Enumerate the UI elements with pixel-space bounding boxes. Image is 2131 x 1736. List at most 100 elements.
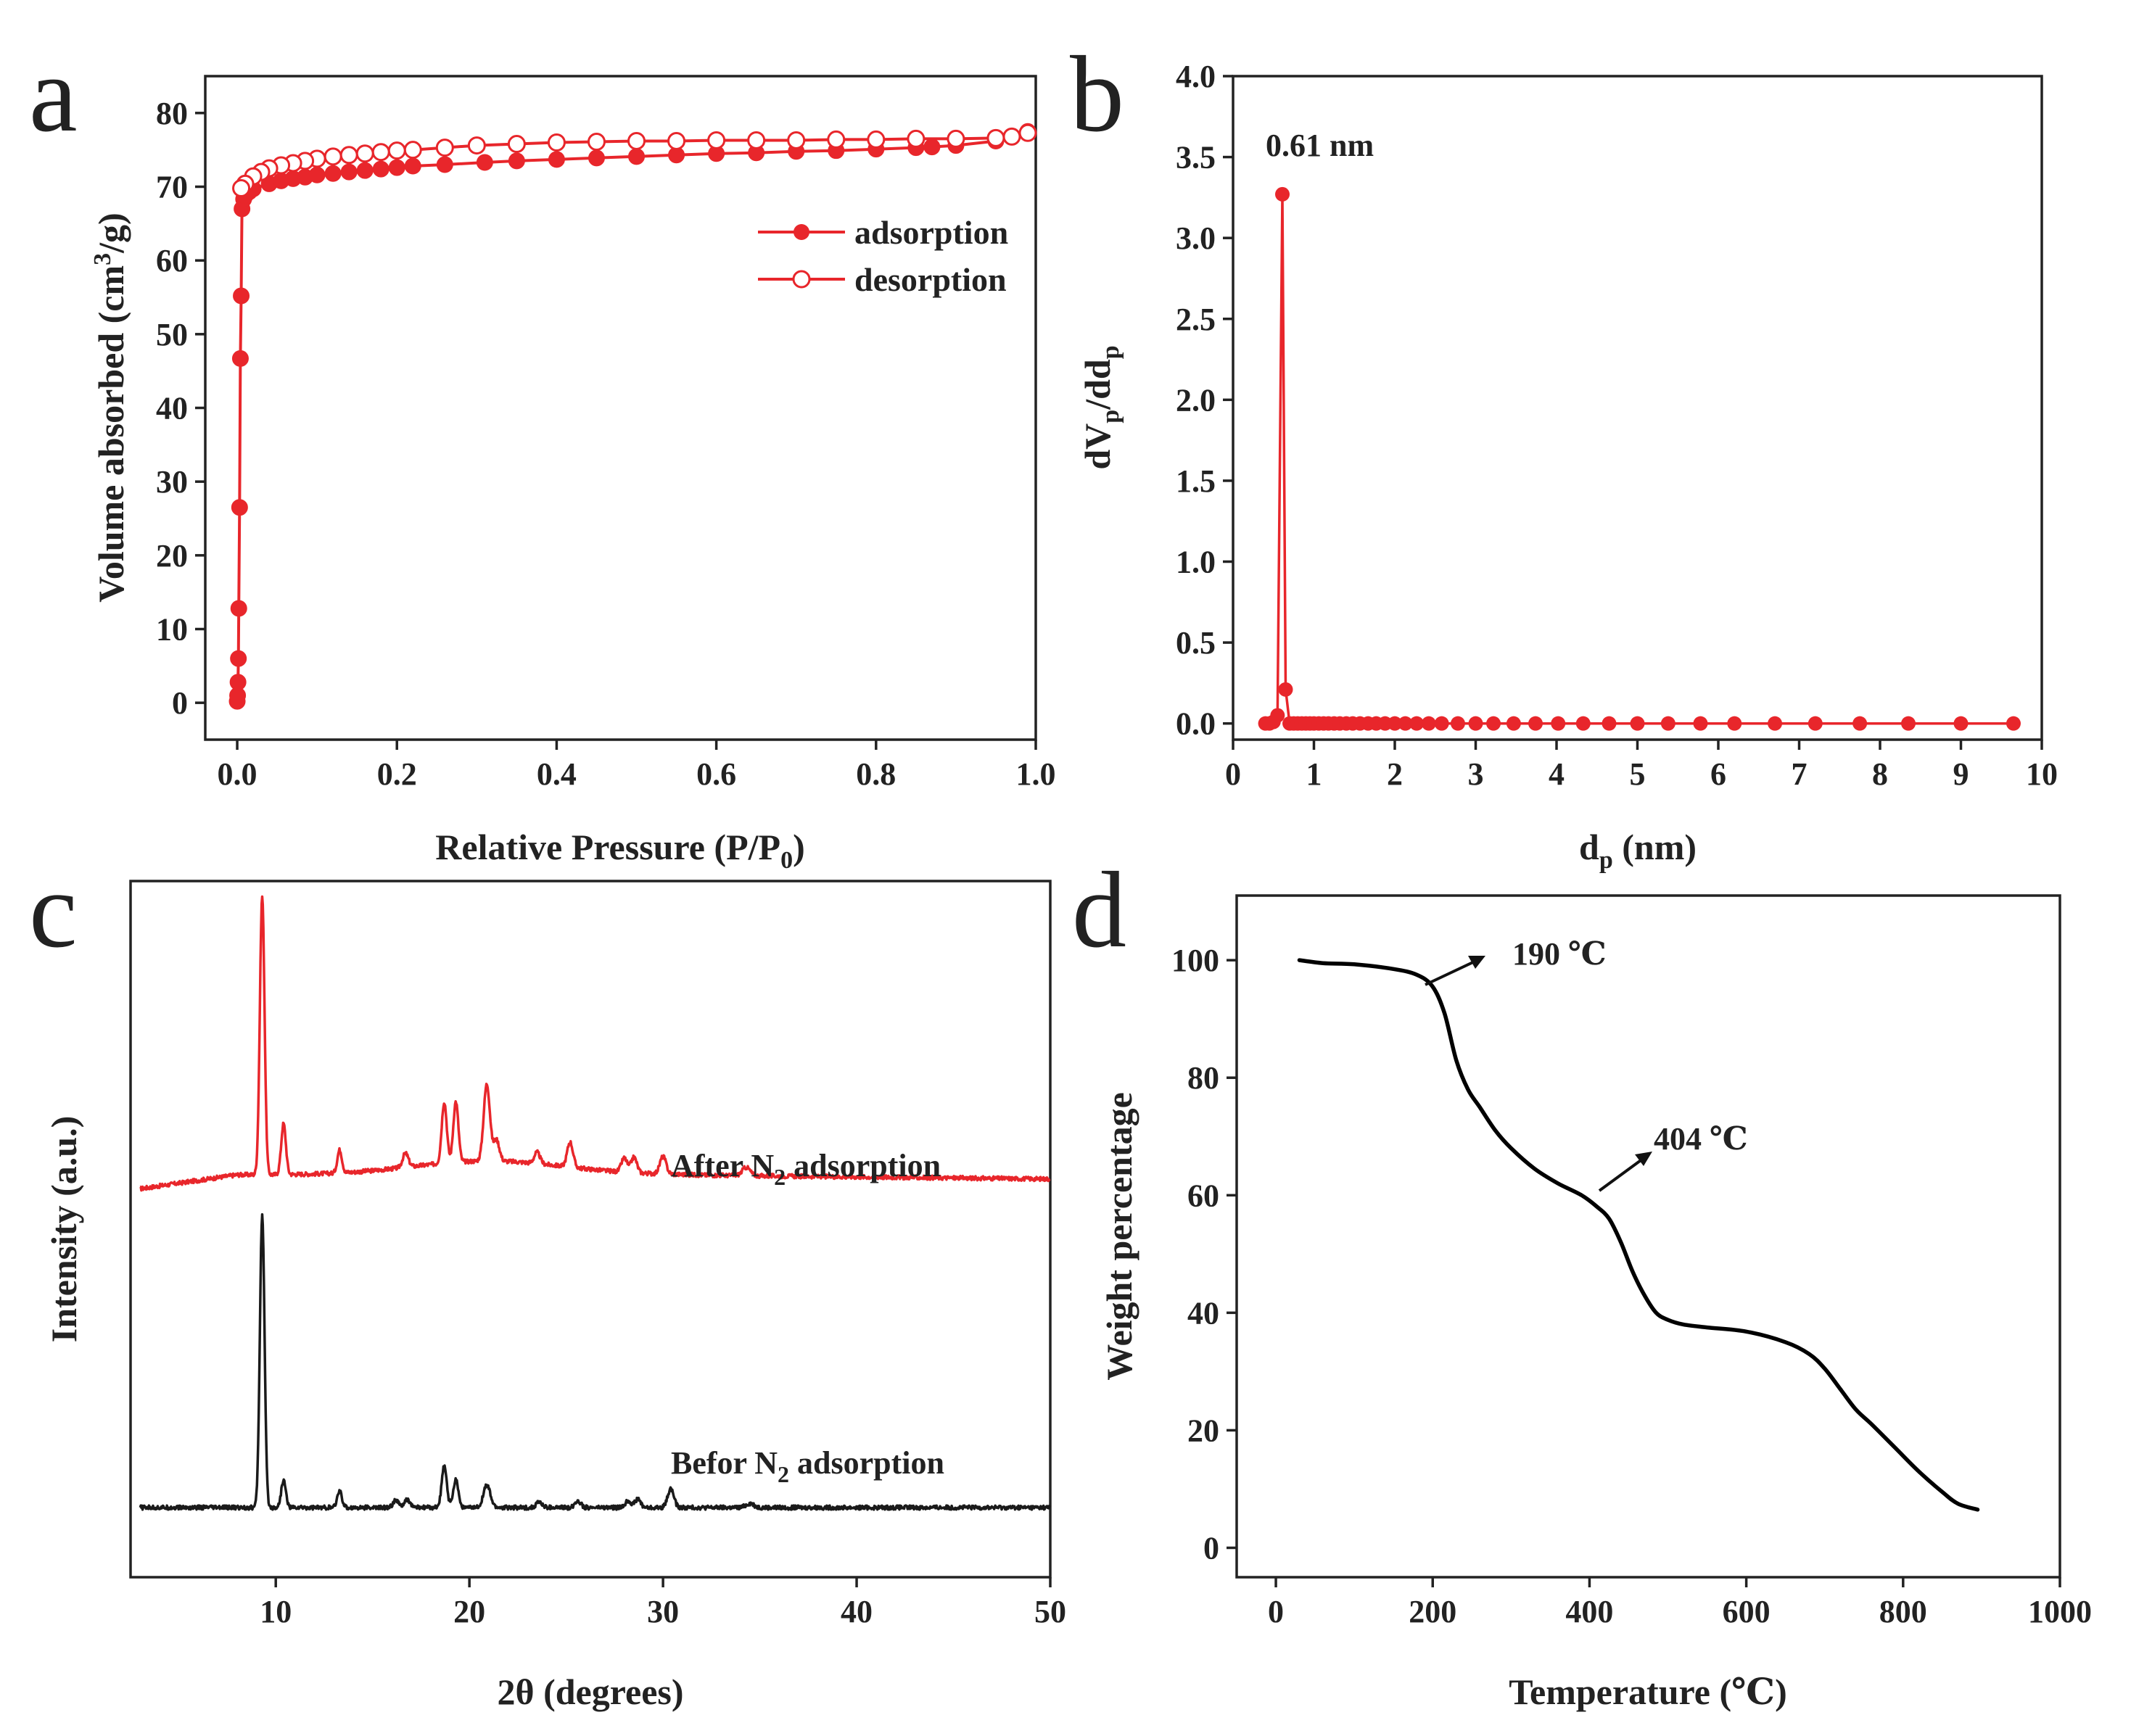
x-axis-label-a: Relative Pressure (P/P0) <box>435 827 804 874</box>
x-tick-label: 4 <box>1549 756 1565 792</box>
data-point-psd <box>1602 716 1617 731</box>
xrd-line-after <box>139 895 1051 1192</box>
x-tick-label: 40 <box>841 1594 873 1629</box>
data-point-desorption <box>587 132 606 151</box>
x-tick-label: 600 <box>1723 1594 1771 1629</box>
data-point-desorption <box>1018 123 1037 142</box>
data-point-desorption <box>355 144 374 163</box>
x-tick-label: 3 <box>1468 756 1484 792</box>
x-tick-label: 0 <box>1268 1594 1284 1629</box>
y-tick-label: 70 <box>156 170 188 205</box>
data-point-desorption <box>707 131 726 149</box>
data-point-adsorption <box>308 166 326 183</box>
data-point-desorption <box>435 139 454 157</box>
arrow-head-404 <box>1635 1152 1652 1166</box>
y-tick-label: 80 <box>1187 1060 1219 1096</box>
arrow-404 <box>1598 1157 1644 1192</box>
x-tick-label: 800 <box>1879 1594 1927 1629</box>
panel-c: c 10 20 30 40 50 After N2 adsorption Befor N… <box>29 850 1066 1712</box>
series-group-c <box>139 895 1052 1511</box>
x-tick-label: 6 <box>1710 756 1726 792</box>
y-tick-label: 0.5 <box>1176 625 1216 661</box>
plot-area-c <box>129 880 1052 1579</box>
y-tick-label: 80 <box>156 96 188 131</box>
x-tick-label: 0.6 <box>696 756 736 792</box>
data-point-psd <box>1808 716 1823 731</box>
data-point-desorption <box>827 130 846 149</box>
data-point-psd <box>1468 716 1483 731</box>
y-tick-label: 100 <box>1171 943 1219 978</box>
data-point-adsorption <box>340 163 358 181</box>
data-point-psd <box>1693 716 1708 731</box>
data-point-psd <box>1901 716 1916 731</box>
series-group-d <box>1297 958 1980 1512</box>
arrow-head-190 <box>1468 956 1485 969</box>
data-point-desorption <box>787 131 806 149</box>
y-tick-label: 30 <box>156 464 188 500</box>
y-tick-label: 50 <box>156 317 188 352</box>
axis-ticks-a: 0.0 0.2 0.4 0.6 0.8 1.0 0 10 20 30 40 50 60 70 80 <box>156 96 1056 792</box>
x-tick-label: 2 <box>1387 756 1403 792</box>
panel-a: a 0.0 0.2 0.4 0.6 0.8 1.0 0 10 20 30 40 50 60 70 80 ad… <box>29 34 1056 874</box>
data-point-adsorption <box>231 499 248 516</box>
data-point-adsorption <box>356 162 374 179</box>
data-point-psd <box>1506 716 1521 731</box>
x-tick-label: 0 <box>1225 756 1241 792</box>
data-point-adsorption <box>388 159 405 176</box>
data-point-adsorption <box>372 160 389 178</box>
x-tick-label: 0.4 <box>537 756 577 792</box>
y-tick-label: 3.5 <box>1176 140 1216 175</box>
data-point-psd <box>1388 716 1402 731</box>
y-axis-label-a: Volume absorbed (cm3/g) <box>89 212 131 602</box>
data-point-adsorption <box>233 287 250 305</box>
data-point-adsorption <box>548 151 565 168</box>
x-tick-label: 400 <box>1565 1594 1613 1629</box>
data-point-adsorption <box>476 154 493 171</box>
data-point-adsorption <box>229 674 247 691</box>
data-point-psd <box>1278 682 1293 697</box>
annotation-190: 190 ℃ <box>1512 936 1607 972</box>
series-label-after: After N2 adsorption <box>671 1148 941 1190</box>
y-tick-label: 10 <box>156 612 188 648</box>
data-point-psd <box>1398 716 1413 731</box>
panel-label-b: b <box>1070 34 1124 154</box>
x-tick-label: 30 <box>647 1594 679 1629</box>
y-tick-label: 4.0 <box>1176 59 1216 94</box>
x-tick-label: 8 <box>1872 756 1888 792</box>
xrd-line-before <box>139 1212 1052 1511</box>
data-point-psd <box>1953 716 1969 731</box>
y-tick-label: 40 <box>156 391 188 426</box>
panel-b: b 0 1 2 3 4 5 6 7 8 9 10 0.0 0.5 1.0 1.5 2.0 2.5 3.0 3.5 4.… <box>1070 34 2058 874</box>
y-tick-label: 2.0 <box>1176 382 1216 418</box>
data-point-adsorption <box>508 152 525 170</box>
series-group-a <box>228 123 1037 710</box>
x-axis-label-d: Temperature (℃) <box>1509 1671 1786 1712</box>
data-point-desorption <box>467 136 486 155</box>
legend-label-adsorption: adsorption <box>854 214 1008 251</box>
data-point-adsorption <box>230 650 247 667</box>
panel-label-d: d <box>1072 850 1126 970</box>
plot-area-b <box>1232 75 2043 741</box>
x-tick-label: 0.2 <box>377 756 417 792</box>
data-point-desorption <box>403 141 422 160</box>
data-point-psd <box>1409 716 1425 731</box>
data-point-desorption <box>232 179 251 198</box>
data-point-desorption <box>986 128 1005 147</box>
x-tick-label: 10 <box>2026 756 2058 792</box>
data-point-desorption <box>387 141 406 160</box>
x-tick-label: 20 <box>453 1594 485 1629</box>
x-axis-label-c: 2θ (degrees) <box>497 1671 683 1712</box>
legend-label-desorption: desorption <box>854 261 1007 298</box>
data-point-adsorption <box>230 600 247 617</box>
panel-label-c: c <box>29 850 78 970</box>
x-tick-label: 1000 <box>2028 1594 2092 1629</box>
data-point-adsorption <box>231 350 249 367</box>
y-tick-label: 0.0 <box>1176 706 1216 742</box>
x-tick-label: 50 <box>1034 1594 1066 1629</box>
panel-label-a: a <box>29 34 78 154</box>
data-point-psd <box>1275 186 1290 202</box>
x-tick-label: 0.0 <box>218 756 257 792</box>
annotation-404: 404 ℃ <box>1654 1121 1748 1157</box>
x-tick-label: 1 <box>1306 756 1322 792</box>
